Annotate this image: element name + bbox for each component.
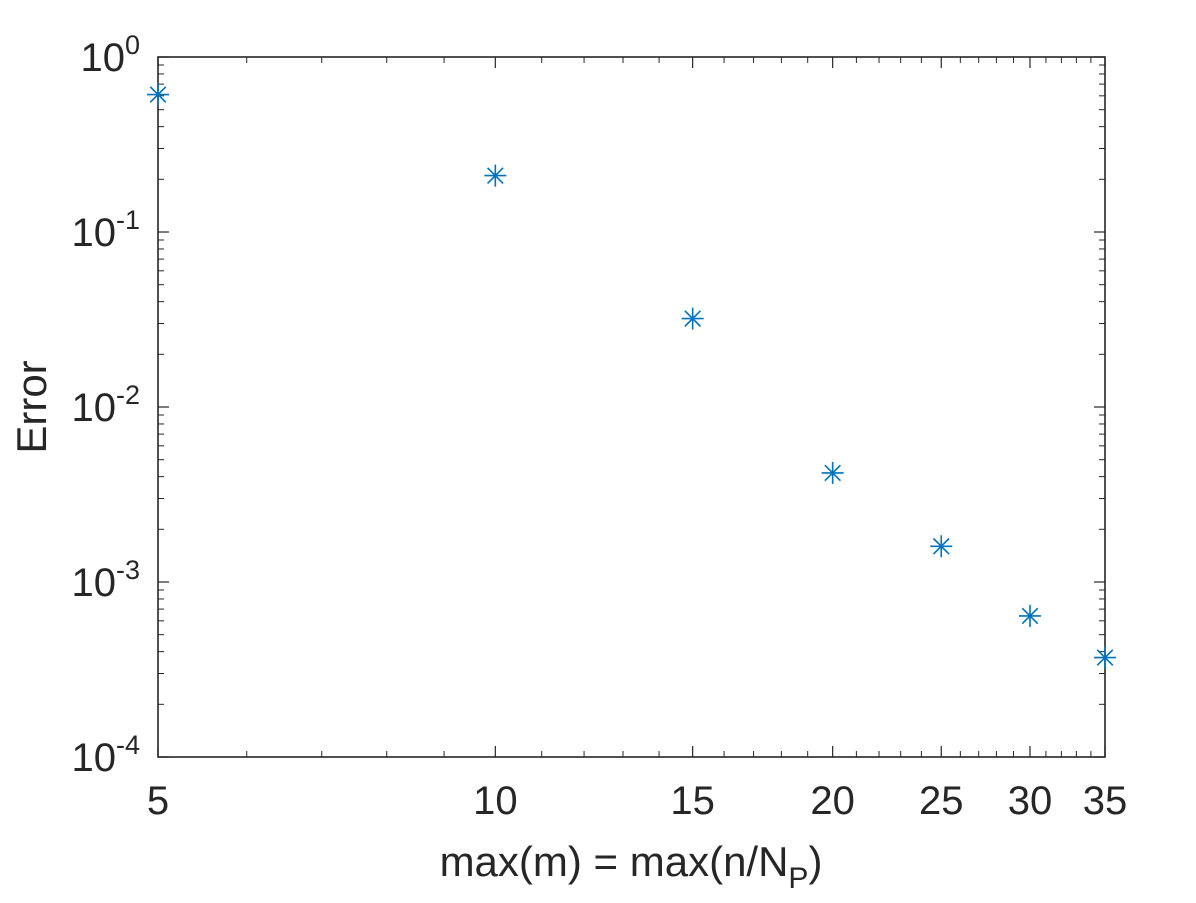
x-axis-label-subscript: P [788,862,808,895]
x-tick-label: 25 [919,779,964,823]
x-axis-label-main: max(m) = max(n/N [440,838,789,885]
data-point [1094,646,1116,669]
x-axis-label: max(m) = max(n/NP) [440,838,823,895]
y-tick-label: 10-2 [71,380,140,430]
data-point [1018,604,1041,627]
y-tick-label: 10-4 [71,730,140,780]
data-point [484,164,507,187]
data-point [821,461,844,484]
x-tick-label: 10 [473,779,518,823]
minor-ticks [158,57,1105,757]
x-tick-label: 20 [810,779,855,823]
plot-area [157,56,1106,758]
x-tick-label: 30 [1008,779,1053,823]
data-point [681,307,704,330]
x-axis-label-tail: ) [808,838,822,885]
x-tick-labels: 5 10 15 20 25 30 35 [147,779,1127,823]
y-axis-label: Error [8,360,55,453]
x-tick-label: 35 [1083,779,1128,823]
x-tick-label: 15 [670,779,715,823]
y-tick-label: 10-3 [71,555,140,605]
data-point [147,83,169,106]
data-markers [147,83,1116,669]
y-tick-label: 10-1 [71,205,140,255]
data-point [930,535,953,558]
y-tick-label: 100 [80,30,140,80]
major-ticks [157,56,1106,758]
y-tick-labels: 100 10-1 10-2 10-3 10-4 [71,30,140,780]
x-tick-label: 5 [147,779,169,823]
